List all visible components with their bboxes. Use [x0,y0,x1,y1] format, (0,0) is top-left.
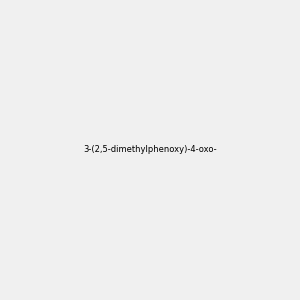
Text: 3-(2,5-dimethylphenoxy)-4-oxo-: 3-(2,5-dimethylphenoxy)-4-oxo- [83,146,217,154]
